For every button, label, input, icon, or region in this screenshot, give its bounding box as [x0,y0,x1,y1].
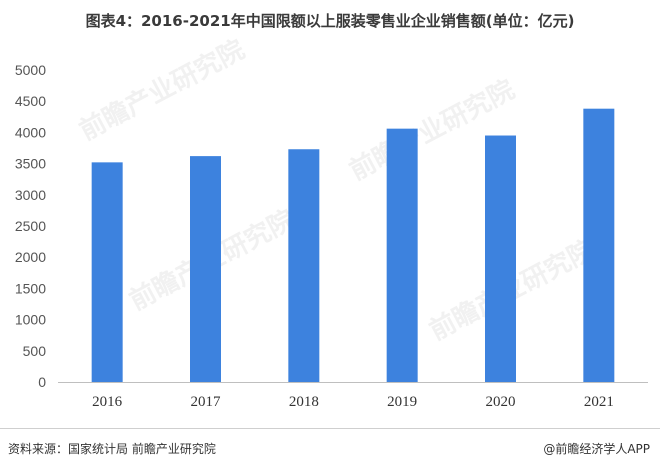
x-tick-label: 2017 [191,394,222,410]
x-tick-label: 2018 [289,394,319,410]
source-note: 资料来源：国家统计局 前瞻产业研究院 [8,442,216,456]
y-tick-label: 3500 [15,156,46,172]
y-tick-label: 3000 [15,187,46,203]
x-axis: 2016 2017 2018 2019 2020 2021 [92,394,614,410]
x-tick-label: 2020 [486,394,516,410]
bar-2019 [386,128,418,382]
bar-2016 [91,162,123,382]
y-tick-label: 2000 [15,249,46,265]
x-tick-label: 2021 [584,394,614,410]
y-tick-label: 1500 [15,280,46,296]
bar-chart: 0 500 1000 1500 2000 2500 3000 3500 4000 4500 5000… [15,62,648,410]
x-tick-label: 2019 [387,394,417,410]
y-tick-label: 1000 [15,312,46,328]
y-axis: 0 500 1000 1500 2000 2500 3000 3500 4000 4500 5000 [15,62,46,390]
x-tick-label: 2016 [92,394,123,410]
y-tick-label: 0 [38,374,46,390]
bar-2021 [583,108,615,383]
y-tick-label: 4000 [15,124,46,140]
y-tick-label: 500 [23,343,47,359]
chart-title: 图表4：2016-2021年中国限额以上服装零售业企业销售额(单位：亿元) [85,12,575,30]
y-tick-label: 2500 [15,218,46,234]
brand-credit: @前瞻经济学人APP [543,442,650,456]
footer-divider [0,428,660,429]
bar-2017 [190,156,221,382]
y-tick-label: 4500 [15,93,46,109]
bars [91,108,615,383]
bar-2020 [485,135,516,382]
y-tick-label: 5000 [15,62,46,78]
bar-2018 [288,149,320,382]
